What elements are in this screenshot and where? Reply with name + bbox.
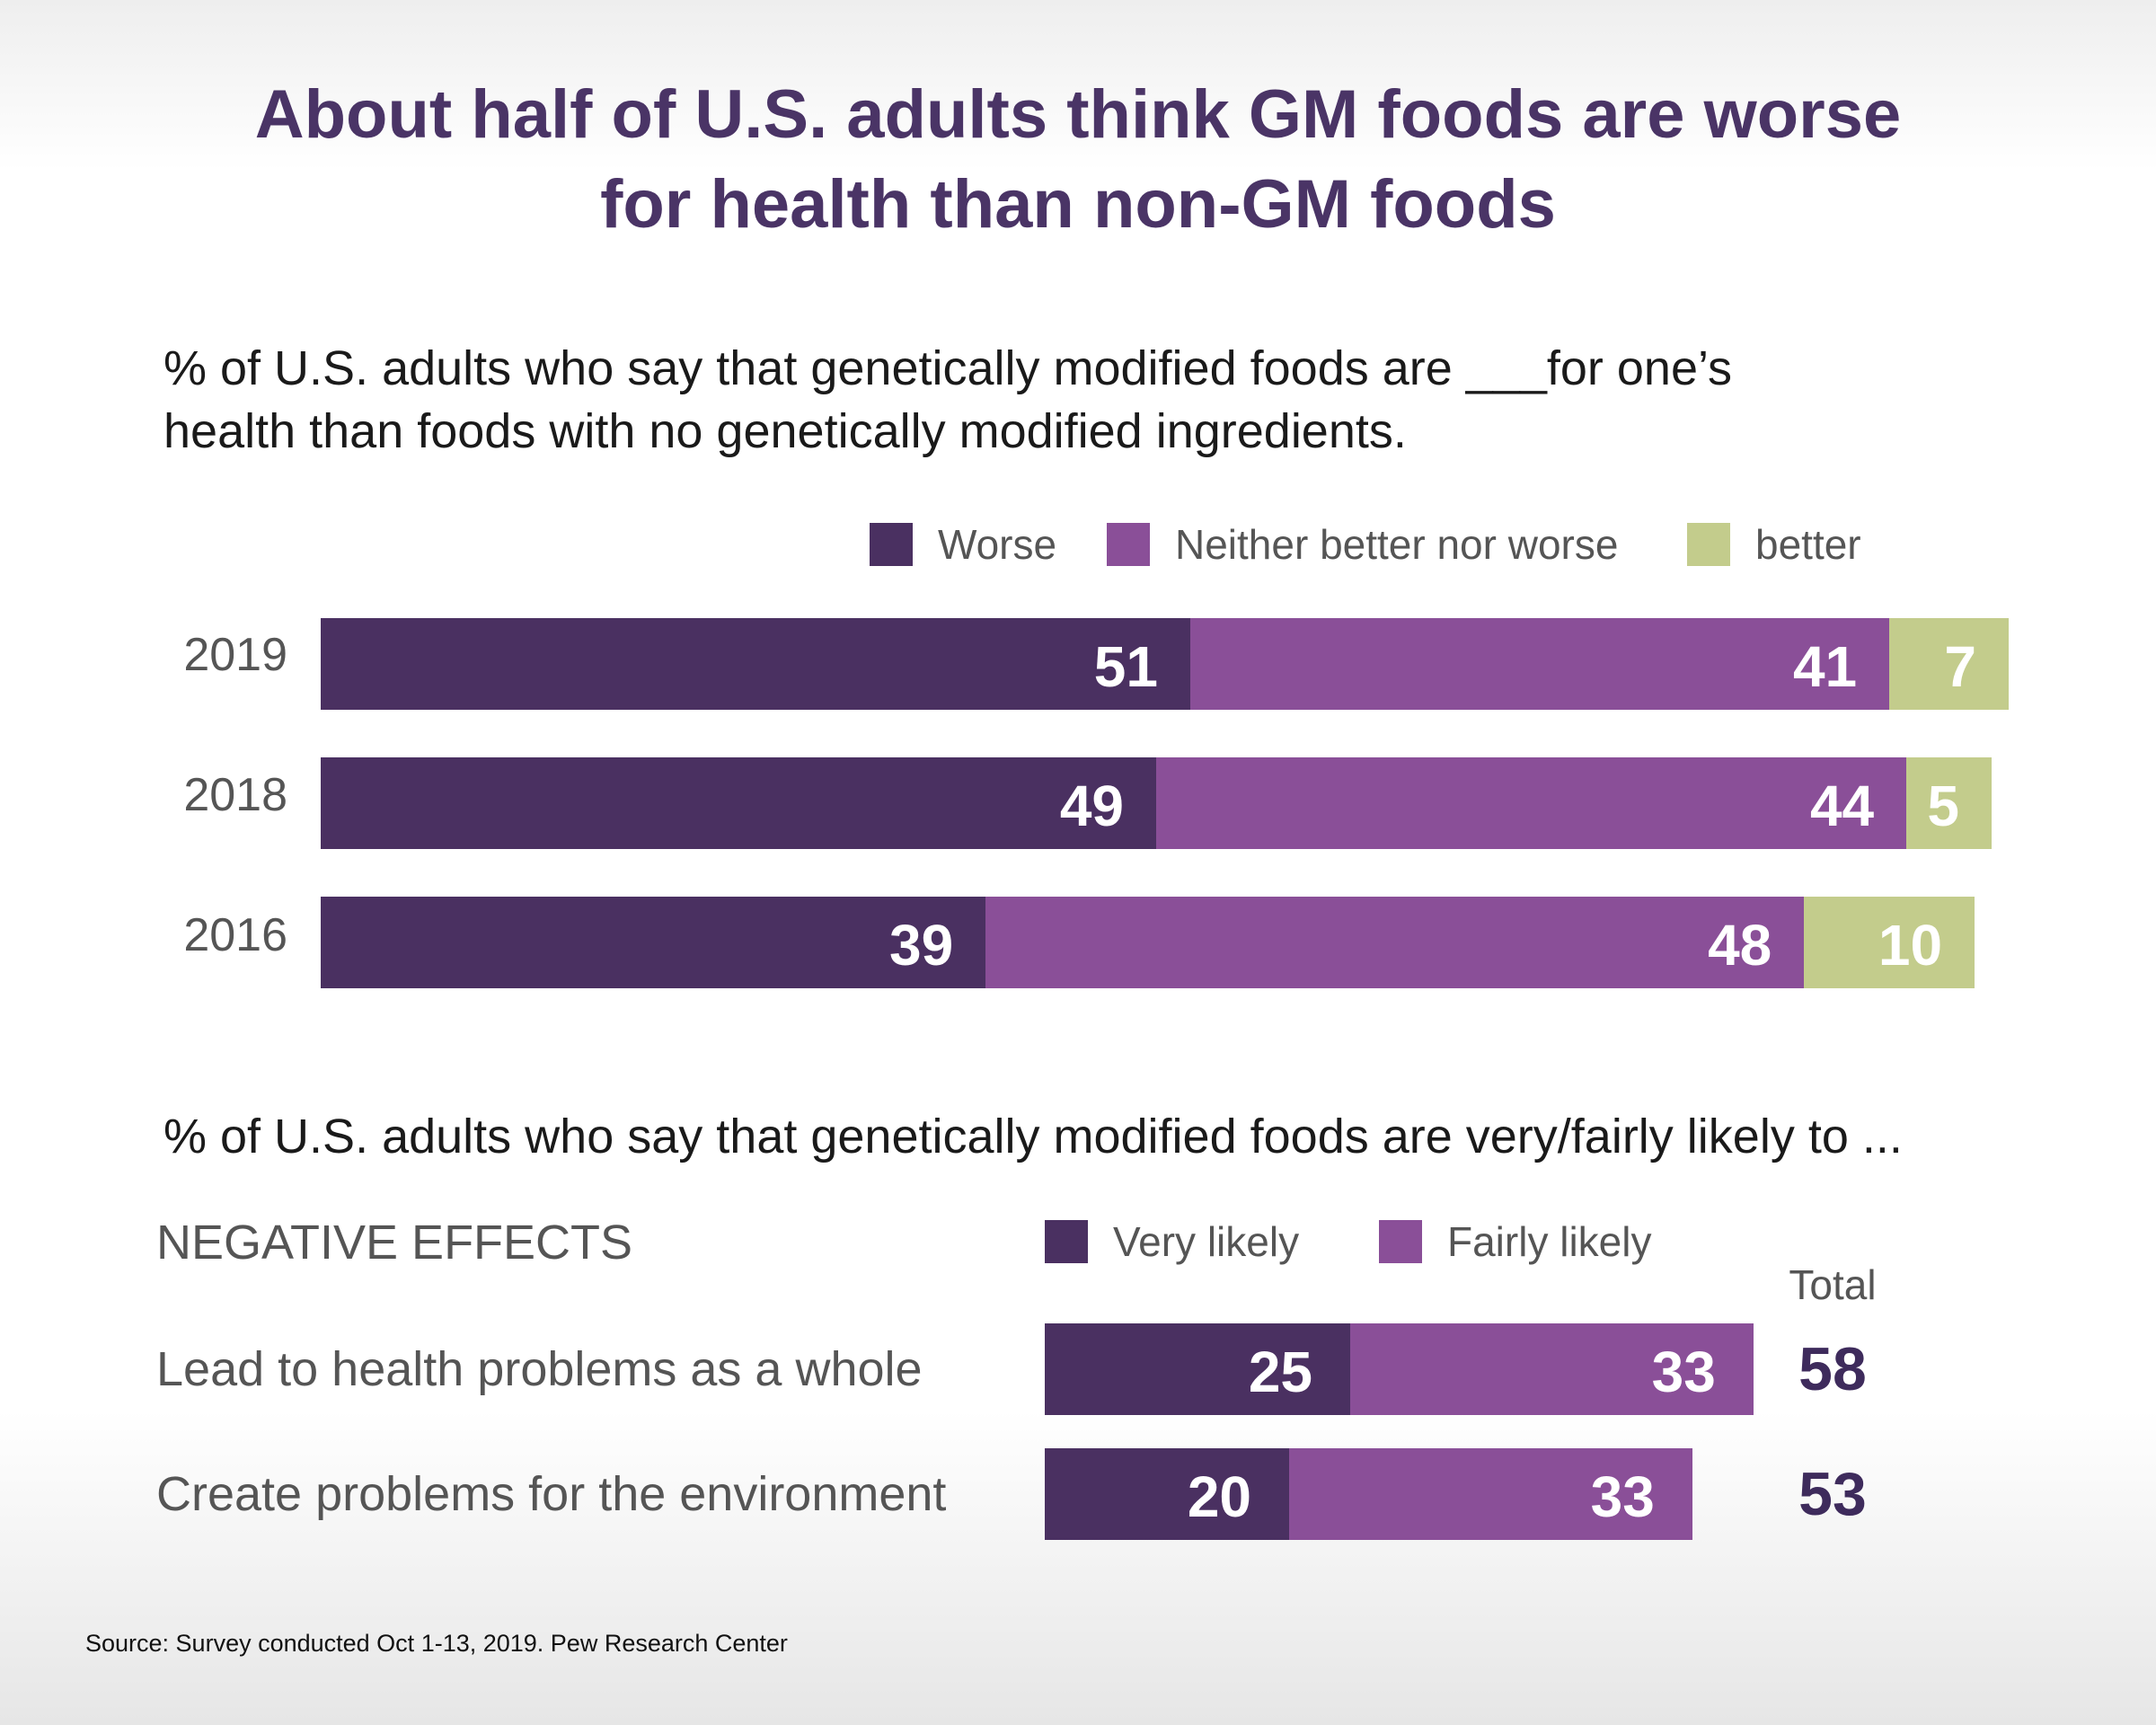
- legend-neither: Neither better nor worse: [1107, 518, 1618, 571]
- legend-label-better: better: [1755, 521, 1861, 568]
- category-label-2019: 2019: [183, 629, 287, 681]
- chart1-subtitle-line-2: health than foods with no genetically mo…: [163, 404, 1407, 458]
- bar-2016-neither-better-nor-worse: [985, 897, 1805, 988]
- bar-2018-worse: [321, 757, 1157, 849]
- chart-title-line-2: for health than non-GM foods: [600, 166, 1556, 243]
- category-label-2016: 2016: [183, 909, 287, 961]
- chart1-subtitle: % of U.S. adults who say that geneticall…: [163, 337, 1732, 463]
- legend-label-neither: Neither better nor worse: [1175, 521, 1619, 568]
- bar-2018-better: [1906, 757, 1993, 849]
- bar-2019-worse: [321, 618, 1190, 710]
- chart1-subtitle-line-1: % of U.S. adults who say that geneticall…: [163, 341, 1733, 395]
- chart-title-line-1: About half of U.S. adults think GM foods…: [254, 76, 1902, 153]
- legend-label-very-likely: Very likely: [1113, 1218, 1300, 1265]
- data-label-2016-worse: 39: [889, 913, 954, 978]
- legend-swatch-very-likely: [1045, 1220, 1088, 1263]
- bar-2018-neither-better-nor-worse: [1156, 757, 1907, 849]
- totals-header: Total: [1789, 1261, 1877, 1308]
- legend-very-likely: Very likely: [1045, 1215, 1299, 1269]
- legend-swatch-better: [1687, 523, 1730, 566]
- bar-2016-better: [1804, 897, 1975, 988]
- data-label-2018-neither-better-nor-worse: 44: [1809, 774, 1875, 838]
- legend-swatch-fairly-likely: [1379, 1220, 1422, 1263]
- total-value-environment: 53: [1798, 1460, 1867, 1528]
- chart2-subtitle: % of U.S. adults who say that geneticall…: [163, 1110, 1903, 1163]
- data-label-2016-better: 10: [1878, 913, 1943, 978]
- legend-swatch-worse: [870, 523, 913, 566]
- bar-lead-to-health-problems-as-a-whole-fairly-likely: [1350, 1323, 1754, 1415]
- total-value-health: 58: [1798, 1335, 1867, 1403]
- bar-create-problems-for-the-environment-very-likely: [1045, 1448, 1289, 1540]
- bar-2016-worse: [321, 897, 986, 988]
- data-label-lead-to-health-problems-as-a-whole-fairly-likely: 33: [1651, 1340, 1716, 1404]
- bar-lead-to-health-problems-as-a-whole-very-likely: [1045, 1323, 1350, 1415]
- data-label-2019-worse: 51: [1093, 634, 1158, 699]
- legend-better: better: [1687, 518, 1861, 571]
- legend-worse: Worse: [870, 518, 1056, 571]
- data-label-2019-better: 7: [1944, 634, 1977, 699]
- section-label-negative-effects: NEGATIVE EFFECTS: [156, 1216, 633, 1269]
- data-label-create-problems-for-the-environment-very-likely: 20: [1187, 1464, 1251, 1529]
- data-label-2018-worse: 49: [1059, 774, 1125, 838]
- bar-2019-neither-better-nor-worse: [1189, 618, 1890, 710]
- data-label-lead-to-health-problems-as-a-whole-very-likely: 25: [1248, 1340, 1312, 1404]
- category-label-health: Lead to health problems as a whole: [156, 1342, 923, 1396]
- legend-label-fairly-likely: Fairly likely: [1447, 1218, 1652, 1265]
- legend-swatch-neither: [1107, 523, 1150, 566]
- chart-title: About half of U.S. adults think GM foods…: [180, 70, 1976, 250]
- bar-2019-better: [1889, 618, 2010, 710]
- data-label-2016-neither-better-nor-worse: 48: [1708, 913, 1772, 978]
- data-label-2018-better: 5: [1927, 774, 1960, 838]
- source-note: Source: Survey conducted Oct 1-13, 2019.…: [85, 1630, 788, 1657]
- legend-label-worse: Worse: [938, 521, 1057, 568]
- category-label-environment: Create problems for the environment: [156, 1467, 947, 1521]
- data-label-create-problems-for-the-environment-fairly-likely: 33: [1590, 1464, 1655, 1529]
- legend-fairly-likely: Fairly likely: [1379, 1215, 1651, 1269]
- bar-create-problems-for-the-environment-fairly-likely: [1289, 1448, 1692, 1540]
- category-label-2018: 2018: [183, 769, 287, 821]
- data-label-2019-neither-better-nor-worse: 41: [1792, 634, 1858, 699]
